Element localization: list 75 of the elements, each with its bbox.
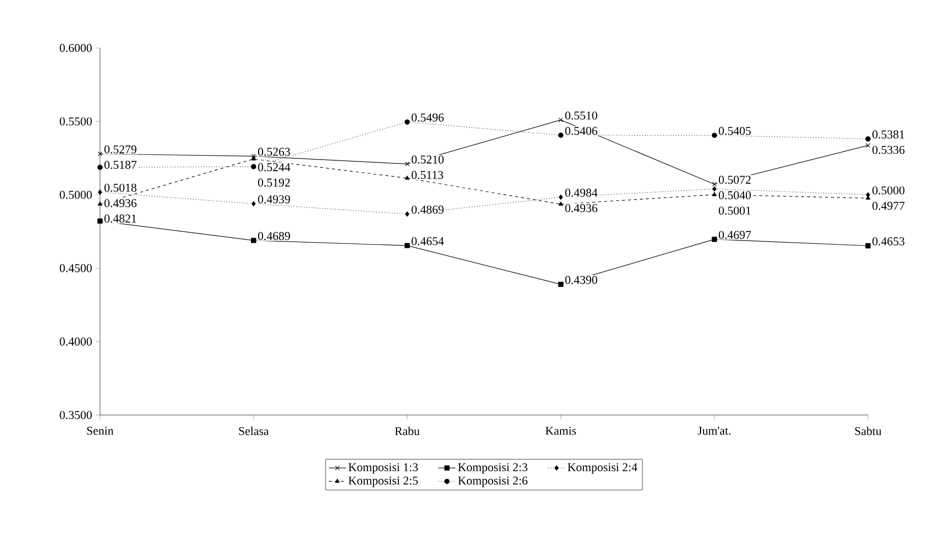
point xyxy=(712,186,716,192)
y-tick-label: 0.4500 xyxy=(60,264,92,272)
point xyxy=(712,236,717,242)
data-label: 0.5040 xyxy=(718,191,751,200)
point xyxy=(558,282,564,287)
x-tick-label: Senin xyxy=(87,426,114,435)
data-label: 0.4390 xyxy=(565,276,598,284)
point xyxy=(712,192,717,196)
point xyxy=(558,132,564,138)
point xyxy=(251,156,256,160)
point xyxy=(866,143,870,148)
data-label: 0.5187 xyxy=(104,160,137,169)
data-label: 0.4977 xyxy=(872,202,905,210)
point xyxy=(404,243,410,248)
data-label: 0.5192 xyxy=(258,178,290,187)
data-label: 0.4654 xyxy=(412,237,444,246)
data-label: 0.5113 xyxy=(412,170,444,180)
data-label: 0.4984 xyxy=(565,188,598,197)
x-tick-label: Selasa xyxy=(239,426,269,436)
data-label: 0.5210 xyxy=(412,156,444,164)
point xyxy=(865,243,871,248)
data-label: 0.4697 xyxy=(718,230,751,239)
y-tick-label: 0.5500 xyxy=(60,117,92,126)
data-label: 0.5510 xyxy=(565,111,598,120)
y-tick-label: 0.3500 xyxy=(60,410,92,420)
data-label: 0.5279 xyxy=(104,145,136,154)
legend-label: Komposisi 2:3 xyxy=(458,463,528,474)
point xyxy=(558,118,564,122)
data-label: 0.4939 xyxy=(258,195,290,204)
legend-label: Komposisi 2:6 xyxy=(458,476,528,488)
legend-label: Komposisi 2:4 xyxy=(568,463,638,474)
point xyxy=(251,164,256,170)
x-tick-label: Kamis xyxy=(546,426,576,435)
point xyxy=(404,176,410,180)
point xyxy=(558,202,564,206)
data-label: 0.5496 xyxy=(412,114,444,122)
point xyxy=(251,154,256,158)
data-label: 0.4936 xyxy=(104,199,137,208)
x-tick-label: Jum'at. xyxy=(698,426,730,435)
data-label: 0.5406 xyxy=(565,126,598,136)
data-label: 0.5018 xyxy=(104,184,136,192)
point xyxy=(865,136,871,142)
point xyxy=(97,218,103,224)
point xyxy=(98,190,102,195)
legend-label: Komposisi 2:5 xyxy=(348,476,418,488)
point xyxy=(98,202,102,206)
data-label: 0.4936 xyxy=(565,204,598,212)
data-label: 0.5001 xyxy=(718,206,751,215)
point xyxy=(251,238,256,244)
x-tick-label: Rabu xyxy=(394,426,420,436)
data-label: 0.4821 xyxy=(104,214,136,223)
data-label: 0.5244 xyxy=(258,163,290,172)
point xyxy=(252,201,256,206)
data-label: 0.5072 xyxy=(718,176,751,184)
data-label: 0.4869 xyxy=(412,206,444,214)
point xyxy=(558,194,563,200)
data-label: 0.5381 xyxy=(872,130,904,139)
point xyxy=(97,164,103,170)
data-label: 0.5263 xyxy=(258,148,290,156)
point xyxy=(405,211,410,217)
data-label: 0.5405 xyxy=(718,126,751,136)
data-label: 0.5336 xyxy=(872,146,905,154)
data-label: 0.4689 xyxy=(258,232,290,240)
point xyxy=(712,132,717,138)
point xyxy=(404,162,410,166)
point xyxy=(404,119,410,125)
y-tick-label: 0.4000 xyxy=(60,338,92,346)
x-tick-label: Sabtu xyxy=(855,426,882,436)
data-label: 0.5000 xyxy=(872,186,904,194)
y-tick-label: 0.6000 xyxy=(60,44,92,52)
point xyxy=(98,152,102,156)
y-tick-label: 0.5000 xyxy=(60,190,92,199)
legend-label: Komposisi 1:3 xyxy=(348,463,418,474)
point xyxy=(712,182,717,187)
data-label: 0.4653 xyxy=(872,237,904,246)
